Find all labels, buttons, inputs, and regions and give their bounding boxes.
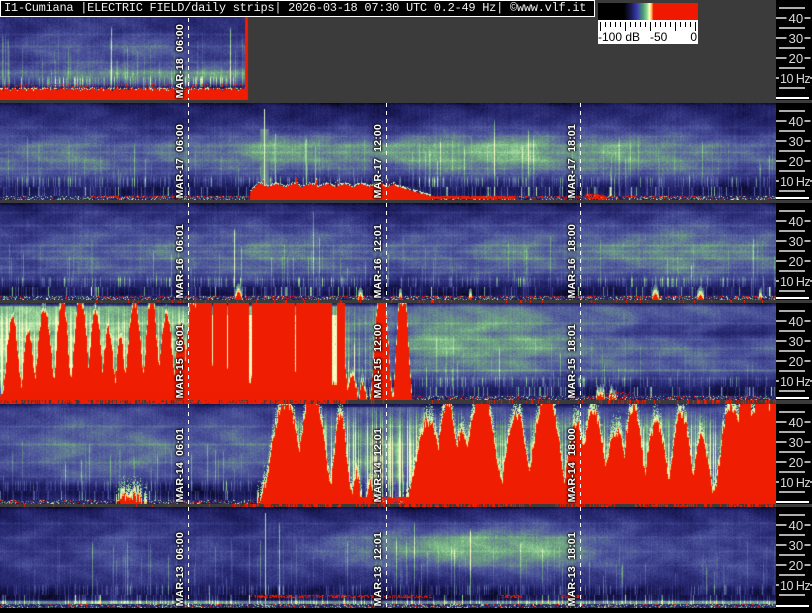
svg-text:40: 40 (789, 518, 804, 533)
svg-text:40: 40 (789, 415, 804, 430)
svg-text:20: 20 (789, 455, 804, 470)
svg-text:10 Hz: 10 Hz (780, 175, 810, 189)
svg-text:40: 40 (789, 314, 804, 329)
svg-text:20: 20 (789, 354, 804, 369)
svg-text:10 Hz: 10 Hz (780, 476, 810, 490)
svg-text:10 Hz: 10 Hz (780, 375, 810, 389)
svg-text:30: 30 (789, 234, 804, 249)
svg-text:10 Hz: 10 Hz (780, 72, 810, 86)
svg-text:40: 40 (789, 214, 804, 229)
svg-text:30: 30 (789, 538, 804, 553)
svg-text:30: 30 (789, 435, 804, 450)
svg-text:40: 40 (789, 114, 804, 129)
svg-text:20: 20 (789, 254, 804, 269)
svg-text:20: 20 (789, 558, 804, 573)
svg-text:10 Hz: 10 Hz (780, 579, 810, 593)
svg-text:30: 30 (789, 31, 804, 46)
svg-text:30: 30 (789, 134, 804, 149)
svg-text:30: 30 (789, 334, 804, 349)
svg-text:20: 20 (789, 154, 804, 169)
svg-text:40: 40 (789, 11, 804, 26)
svg-text:10 Hz: 10 Hz (780, 275, 810, 289)
svg-text:20: 20 (789, 51, 804, 66)
